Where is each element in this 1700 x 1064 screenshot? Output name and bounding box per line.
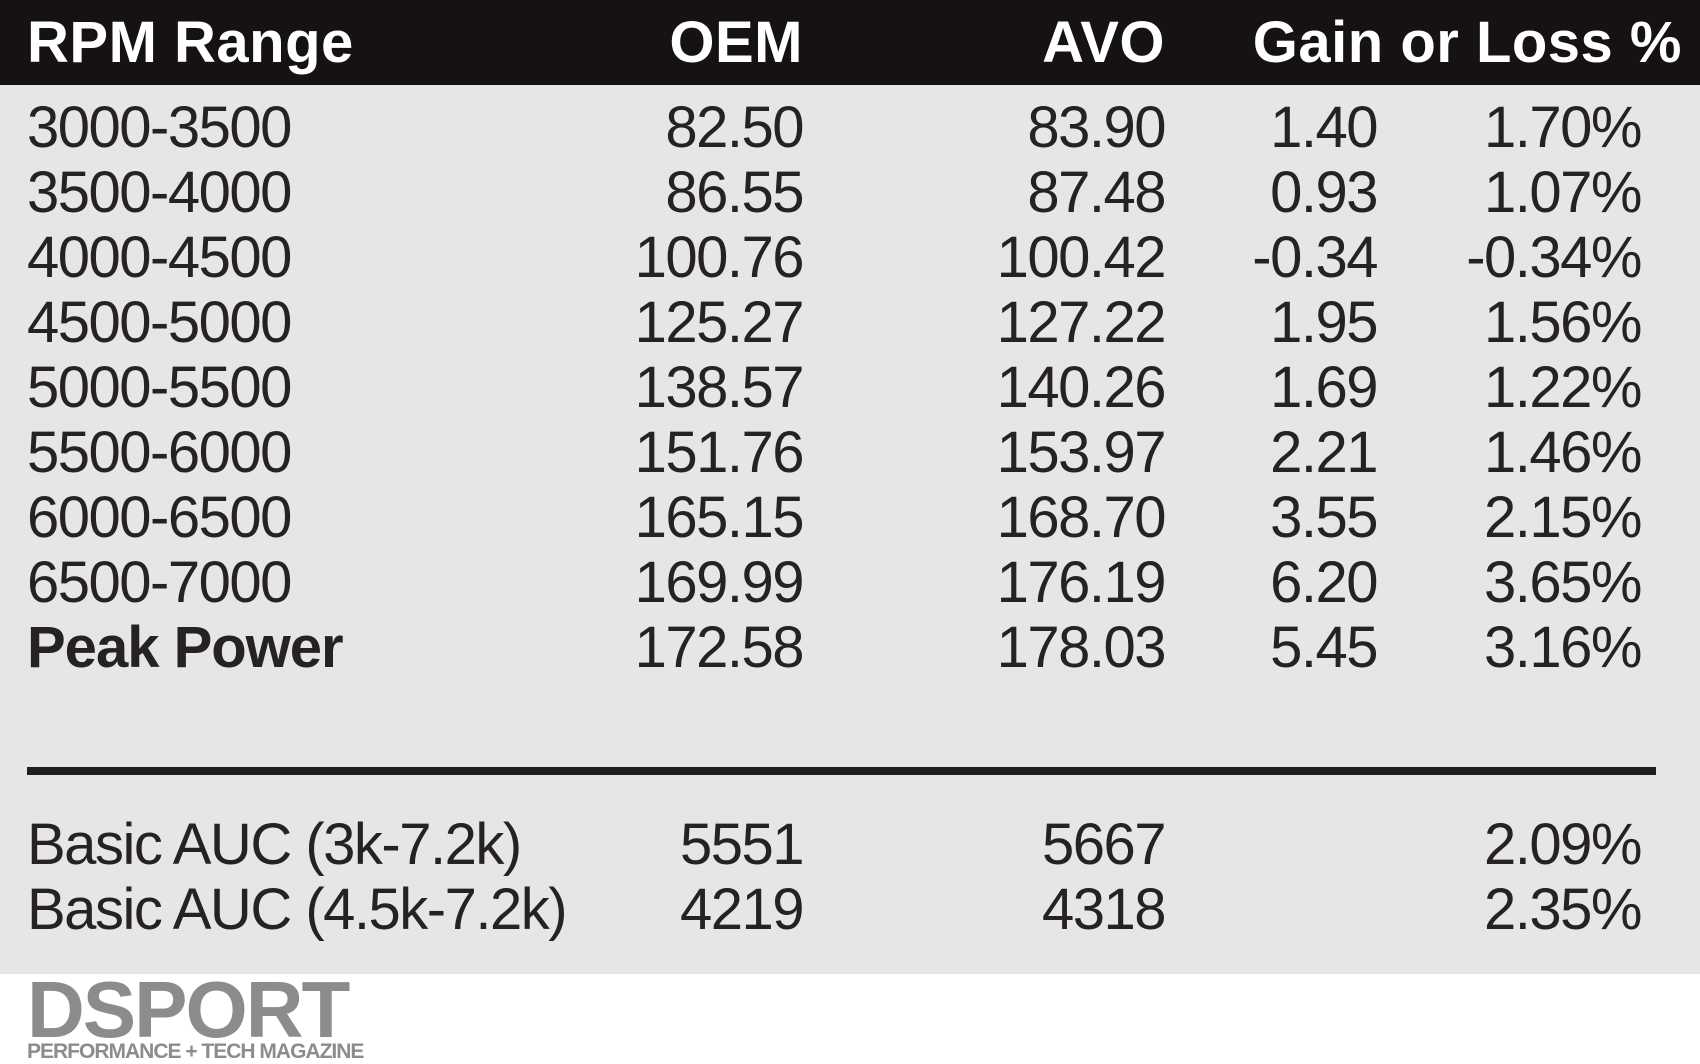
- oem-cell: 169.99: [634, 550, 805, 615]
- percent-cell: 1.56%: [1484, 290, 1642, 355]
- gain-cell: 1.40: [1270, 95, 1378, 160]
- table-row-peak-power: Peak Power 172.58 178.03 5.45 3.16%: [0, 615, 1700, 680]
- oem-cell: 172.58: [634, 615, 805, 680]
- avo-cell: 168.70: [996, 485, 1167, 550]
- avo-cell: 153.97: [996, 420, 1167, 485]
- avo-cell: 83.90: [1027, 95, 1166, 160]
- oem-cell: 4219: [679, 877, 805, 942]
- summary-row-auc-3k: Basic AUC (3k-7.2k) 5551 5667 2.09%: [0, 812, 1700, 877]
- table-row: 5000-5500 138.57 140.26 1.69 1.22%: [0, 355, 1700, 420]
- rpm-range-cell: 5000-5500: [27, 355, 292, 420]
- peak-power-label: Peak Power: [27, 615, 344, 680]
- oem-cell: 151.76: [634, 420, 805, 485]
- gain-cell: 1.95: [1270, 290, 1378, 355]
- percent-cell: 3.16%: [1484, 615, 1642, 680]
- gain-cell: [1165, 812, 1377, 877]
- col-header-rpm-range: RPM Range: [27, 10, 354, 75]
- avo-cell: 4318: [1041, 877, 1167, 942]
- table-row: 5500-6000 151.76 153.97 2.21 1.46%: [0, 420, 1700, 485]
- summary-row-auc-4-5k: Basic AUC (4.5k-7.2k) 4219 4318 2.35%: [0, 877, 1700, 942]
- rpm-range-cell: 6500-7000: [27, 550, 292, 615]
- auc-label: Basic AUC (3k-7.2k): [27, 812, 522, 877]
- avo-cell: 87.48: [1027, 160, 1166, 225]
- gain-cell: 5.45: [1270, 615, 1378, 680]
- col-header-gain-or-loss: Gain or Loss %: [1252, 10, 1682, 75]
- avo-cell: 5667: [1041, 812, 1167, 877]
- auc-label: Basic AUC (4.5k-7.2k): [27, 877, 568, 942]
- table-header-row: RPM Range OEM AVO Gain or Loss %: [0, 0, 1700, 85]
- gain-cell: 1.69: [1270, 355, 1378, 420]
- gain-cell: [1165, 877, 1377, 942]
- dsport-logo: DSPORT PERFORMANCE + TECH MAGAZINE: [27, 965, 364, 1063]
- rpm-range-cell: 4500-5000: [27, 290, 292, 355]
- rpm-range-cell: 3500-4000: [27, 160, 292, 225]
- percent-cell: 1.70%: [1484, 95, 1642, 160]
- rpm-range-cell: 3000-3500: [27, 95, 292, 160]
- gain-cell: 3.55: [1270, 485, 1378, 550]
- oem-cell: 5551: [679, 812, 805, 877]
- table-body: 3000-3500 82.50 83.90 1.40 1.70% 3500-40…: [0, 85, 1700, 974]
- percent-cell: 2.09%: [1484, 812, 1642, 877]
- avo-cell: 140.26: [996, 355, 1167, 420]
- avo-cell: 178.03: [996, 615, 1167, 680]
- rpm-range-cell: 5500-6000: [27, 420, 292, 485]
- percent-cell: 2.35%: [1484, 877, 1642, 942]
- percent-cell: 2.15%: [1484, 485, 1642, 550]
- percent-cell: -0.34%: [1466, 225, 1642, 290]
- table-row: 6000-6500 165.15 168.70 3.55 2.15%: [0, 485, 1700, 550]
- table-row: 6500-7000 169.99 176.19 6.20 3.65%: [0, 550, 1700, 615]
- percent-cell: 3.65%: [1484, 550, 1642, 615]
- percent-cell: 1.07%: [1484, 160, 1642, 225]
- avo-cell: 127.22: [996, 290, 1167, 355]
- gain-cell: -0.34: [1252, 225, 1378, 290]
- table-row: 3500-4000 86.55 87.48 0.93 1.07%: [0, 160, 1700, 225]
- gain-cell: 6.20: [1270, 550, 1378, 615]
- rpm-range-cell: 6000-6500: [27, 485, 292, 550]
- oem-cell: 82.50: [665, 95, 804, 160]
- gain-cell: 2.21: [1270, 420, 1378, 485]
- avo-cell: 176.19: [996, 550, 1167, 615]
- oem-cell: 125.27: [634, 290, 805, 355]
- dsport-logo-wordmark: DSPORT: [27, 965, 350, 1054]
- col-header-avo: AVO: [1042, 10, 1165, 75]
- col-header-oem: OEM: [669, 10, 803, 75]
- gain-cell: 0.93: [1270, 160, 1378, 225]
- dsport-logo-tagline: PERFORMANCE + TECH MAGAZINE: [27, 1040, 364, 1063]
- oem-cell: 100.76: [634, 225, 805, 290]
- percent-cell: 1.22%: [1484, 355, 1642, 420]
- oem-cell: 86.55: [665, 160, 804, 225]
- table-row: 3000-3500 82.50 83.90 1.40 1.70%: [0, 95, 1700, 160]
- oem-cell: 165.15: [634, 485, 805, 550]
- table-row: 4500-5000 125.27 127.22 1.95 1.56%: [0, 290, 1700, 355]
- percent-cell: 1.46%: [1484, 420, 1642, 485]
- table-row: 4000-4500 100.76 100.42 -0.34 -0.34%: [0, 225, 1700, 290]
- oem-cell: 138.57: [634, 355, 805, 420]
- summary-block: Basic AUC (3k-7.2k) 5551 5667 2.09% Basi…: [0, 812, 1700, 942]
- summary-divider-rule: [27, 767, 1656, 775]
- rpm-range-cell: 4000-4500: [27, 225, 292, 290]
- avo-cell: 100.42: [996, 225, 1167, 290]
